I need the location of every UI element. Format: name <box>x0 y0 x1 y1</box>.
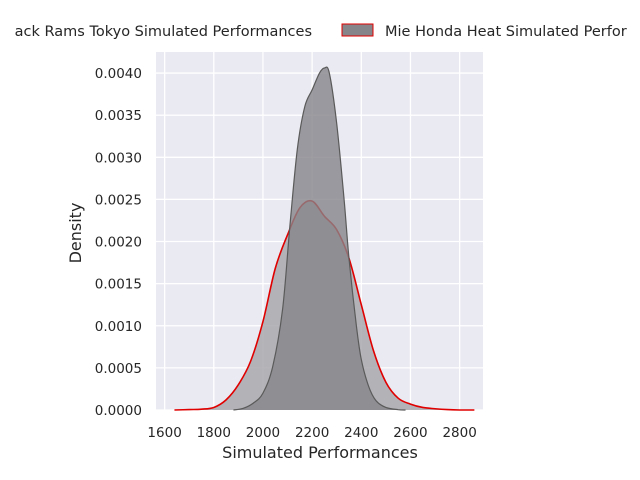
x-tick-label: 1800 <box>197 425 231 441</box>
density-areas <box>174 66 475 411</box>
x-tick-label: 2400 <box>344 425 378 441</box>
legend-swatch-mie-honda-heat <box>341 23 374 37</box>
legend-label-black-rams-tokyo: ack Rams Tokyo Simulated Performances <box>15 24 312 40</box>
x-tick-label: 1600 <box>147 425 181 441</box>
y-axis-ticks: 0.0000 0.0005 0.0010 0.0015 0.0020 0.0025 0.00… <box>95 66 142 419</box>
y-tick-label: 0.0035 <box>95 108 142 124</box>
x-tick-label: 2200 <box>295 425 329 441</box>
y-tick-label: 0.0025 <box>95 192 142 208</box>
legend: ack Rams Tokyo Simulated Performances Mi… <box>15 23 627 40</box>
line-mie-honda-heat <box>233 66 406 411</box>
x-tick-label: 2600 <box>393 425 427 441</box>
y-tick-label: 0.0030 <box>95 150 142 166</box>
y-tick-label: 0.0015 <box>95 277 142 293</box>
y-axis-label: Density <box>66 203 85 264</box>
y-tick-label: 0.0005 <box>95 361 142 377</box>
y-tick-label: 0.0000 <box>95 403 142 419</box>
y-tick-label: 0.0040 <box>95 66 142 82</box>
x-axis-label: Simulated Performances <box>222 443 418 462</box>
x-tick-label: 2000 <box>246 425 280 441</box>
x-tick-label: 2800 <box>442 425 476 441</box>
y-tick-label: 0.0010 <box>95 319 142 335</box>
legend-label-mie-honda-heat: Mie Honda Heat Simulated Perfor <box>385 24 627 40</box>
area-mie-honda-heat <box>233 67 406 411</box>
x-axis-ticks: 1600 1800 2000 2200 2400 2600 2800 <box>147 425 476 441</box>
y-tick-label: 0.0020 <box>95 235 142 251</box>
